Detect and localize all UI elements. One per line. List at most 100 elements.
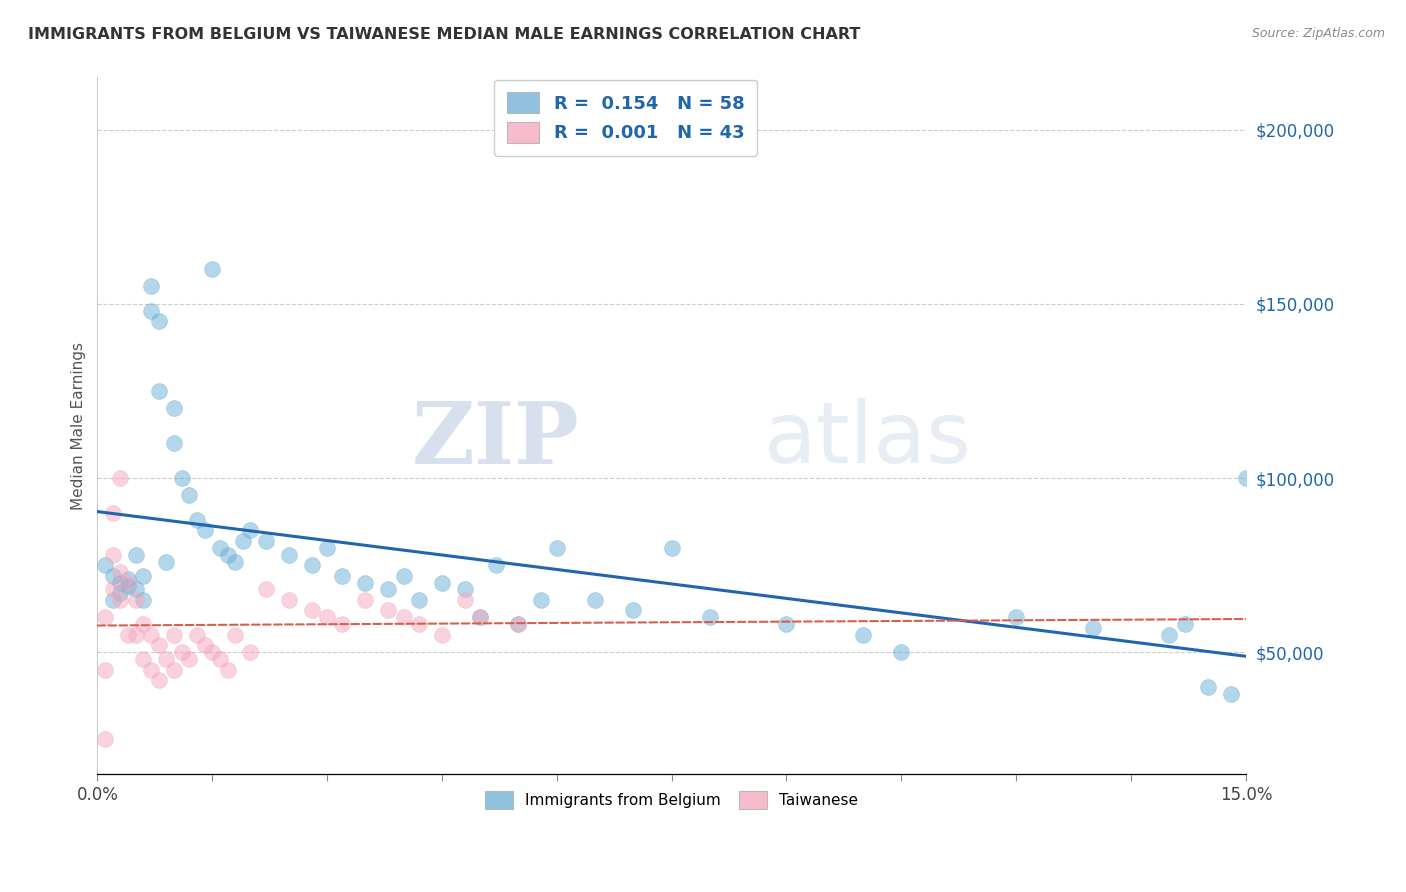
Point xyxy=(163,663,186,677)
Point xyxy=(139,303,162,318)
Point xyxy=(392,610,415,624)
Point xyxy=(470,610,492,624)
Point xyxy=(148,638,170,652)
Point xyxy=(454,582,477,597)
Point xyxy=(546,541,568,555)
Point xyxy=(101,582,124,597)
Point xyxy=(94,558,117,573)
Point xyxy=(583,593,606,607)
Point xyxy=(186,628,208,642)
Point xyxy=(377,582,399,597)
Point xyxy=(132,617,155,632)
Point xyxy=(430,628,453,642)
Text: IMMIGRANTS FROM BELGIUM VS TAIWANESE MEDIAN MALE EARNINGS CORRELATION CHART: IMMIGRANTS FROM BELGIUM VS TAIWANESE MED… xyxy=(28,27,860,42)
Point xyxy=(208,541,231,555)
Point xyxy=(316,610,339,624)
Point xyxy=(332,568,354,582)
Point xyxy=(354,593,377,607)
Point xyxy=(775,617,797,632)
Point xyxy=(139,628,162,642)
Point xyxy=(301,558,323,573)
Point xyxy=(148,673,170,687)
Point xyxy=(94,663,117,677)
Point xyxy=(148,314,170,328)
Text: Source: ZipAtlas.com: Source: ZipAtlas.com xyxy=(1251,27,1385,40)
Point xyxy=(277,548,299,562)
Point xyxy=(1174,617,1197,632)
Point xyxy=(454,593,477,607)
Point xyxy=(224,555,246,569)
Point xyxy=(117,628,139,642)
Point xyxy=(193,523,215,537)
Point xyxy=(132,652,155,666)
Point xyxy=(132,593,155,607)
Point xyxy=(139,663,162,677)
Point xyxy=(117,575,139,590)
Point xyxy=(239,645,262,659)
Point xyxy=(332,617,354,632)
Point xyxy=(179,488,201,502)
Point xyxy=(508,617,530,632)
Point xyxy=(408,593,430,607)
Point xyxy=(470,610,492,624)
Point xyxy=(101,548,124,562)
Point xyxy=(239,523,262,537)
Point xyxy=(1234,471,1257,485)
Point xyxy=(254,582,277,597)
Point xyxy=(508,617,530,632)
Point xyxy=(621,603,644,617)
Point xyxy=(484,558,506,573)
Point xyxy=(392,568,415,582)
Point xyxy=(661,541,683,555)
Point xyxy=(201,645,224,659)
Point xyxy=(301,603,323,617)
Point xyxy=(1219,687,1241,701)
Point xyxy=(1159,628,1181,642)
Point xyxy=(155,652,177,666)
Point xyxy=(124,548,146,562)
Point xyxy=(117,579,139,593)
Point xyxy=(377,603,399,617)
Point xyxy=(170,471,193,485)
Point xyxy=(163,436,186,450)
Point xyxy=(148,384,170,398)
Point xyxy=(101,593,124,607)
Point xyxy=(852,628,875,642)
Point xyxy=(124,628,146,642)
Point xyxy=(163,628,186,642)
Point xyxy=(101,506,124,520)
Point xyxy=(110,565,132,579)
Y-axis label: Median Male Earnings: Median Male Earnings xyxy=(72,342,86,510)
Point xyxy=(201,262,224,277)
Legend: Immigrants from Belgium, Taiwanese: Immigrants from Belgium, Taiwanese xyxy=(479,785,865,815)
Point xyxy=(170,645,193,659)
Point xyxy=(217,663,239,677)
Point xyxy=(110,575,132,590)
Point xyxy=(408,617,430,632)
Point xyxy=(186,513,208,527)
Point xyxy=(1197,680,1219,694)
Point xyxy=(110,593,132,607)
Point xyxy=(101,568,124,582)
Point xyxy=(254,533,277,548)
Point xyxy=(217,548,239,562)
Point xyxy=(124,593,146,607)
Point xyxy=(354,575,377,590)
Text: atlas: atlas xyxy=(763,398,972,481)
Point xyxy=(277,593,299,607)
Point xyxy=(94,732,117,747)
Point xyxy=(890,645,912,659)
Point xyxy=(124,582,146,597)
Point xyxy=(179,652,201,666)
Point xyxy=(224,628,246,642)
Point xyxy=(208,652,231,666)
Point xyxy=(132,568,155,582)
Point xyxy=(699,610,721,624)
Point xyxy=(232,533,254,548)
Point xyxy=(110,471,132,485)
Point xyxy=(155,555,177,569)
Point xyxy=(530,593,553,607)
Text: ZIP: ZIP xyxy=(412,398,579,482)
Point xyxy=(117,572,139,586)
Point xyxy=(163,401,186,416)
